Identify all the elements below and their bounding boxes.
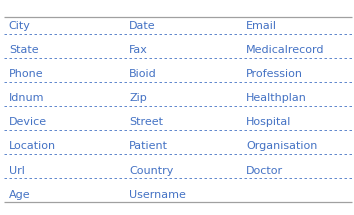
Text: Device: Device xyxy=(9,117,47,127)
Text: Organisation: Organisation xyxy=(246,141,318,151)
Text: Bioid: Bioid xyxy=(129,69,157,79)
Text: Fax: Fax xyxy=(129,45,148,55)
Text: Zip: Zip xyxy=(129,93,147,103)
Text: Profession: Profession xyxy=(246,69,303,79)
Text: State: State xyxy=(9,45,39,55)
Text: Phone: Phone xyxy=(9,69,44,79)
Text: Email: Email xyxy=(246,21,277,31)
Text: Medicalrecord: Medicalrecord xyxy=(246,45,325,55)
Text: Healthplan: Healthplan xyxy=(246,93,307,103)
Text: Age: Age xyxy=(9,190,30,200)
Text: City: City xyxy=(9,21,31,31)
Text: Location: Location xyxy=(9,141,56,151)
Text: Idnum: Idnum xyxy=(9,93,44,103)
Text: Hospital: Hospital xyxy=(246,117,291,127)
Text: Street: Street xyxy=(129,117,163,127)
Text: Url: Url xyxy=(9,166,25,175)
Text: Country: Country xyxy=(129,166,173,175)
Text: Doctor: Doctor xyxy=(246,166,283,175)
Text: Patient: Patient xyxy=(129,141,168,151)
Text: Username: Username xyxy=(129,190,186,200)
Text: Date: Date xyxy=(129,21,156,31)
